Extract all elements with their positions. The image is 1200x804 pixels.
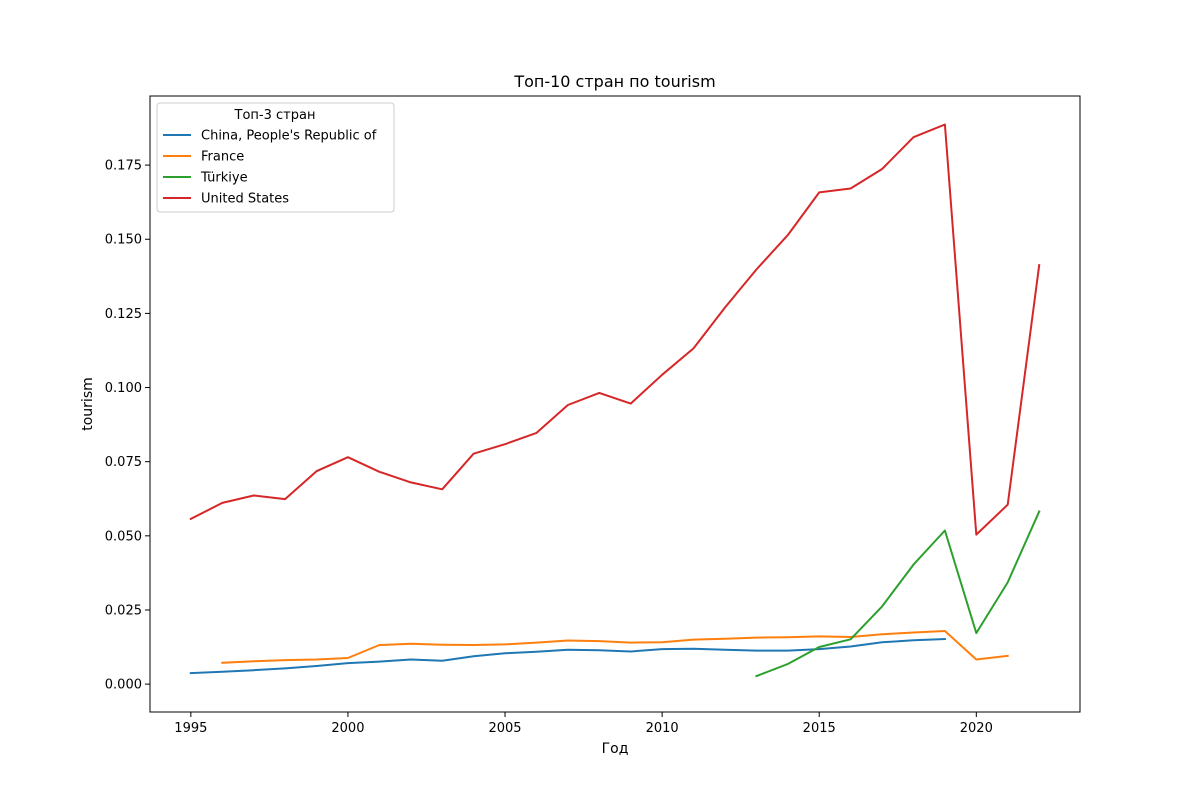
legend-title: Топ-3 стран	[234, 108, 316, 123]
chart-title: Топ-10 стран по tourism	[513, 72, 715, 91]
x-tick-label: 2000	[331, 721, 364, 736]
series-line-us	[189, 123, 1041, 536]
y-axis-ticks: 0.000 0.025 0.050 0.075 0.100 0.125 0.150 0.175	[105, 159, 150, 693]
x-tick-label: 1995	[174, 721, 207, 736]
y-tick-label: 0.025	[105, 603, 142, 618]
y-tick-label: 0.050	[105, 529, 142, 544]
series-lines	[189, 123, 1041, 678]
y-axis-label: tourism	[80, 377, 96, 431]
legend-label-turkiye: Türkiye	[200, 171, 248, 186]
y-tick-label: 0.100	[105, 381, 142, 396]
series-line-france	[221, 630, 1009, 664]
legend-label-france: France	[201, 150, 244, 165]
x-axis-ticks: 1995 2000 2005 2010 2015 2020	[174, 712, 993, 736]
legend-label-china: China, People's Republic of	[201, 129, 377, 144]
legend: Топ-3 стран China, People's Republic of F…	[156, 102, 395, 213]
legend-entries: China, People's Republic of France Türkiye…	[163, 129, 377, 207]
plot-area-frame	[149, 95, 1081, 713]
x-axis-label: Год	[602, 741, 629, 757]
series-line-china	[189, 637, 946, 675]
legend-label-us: United States	[201, 192, 289, 207]
x-tick-label: 2010	[646, 721, 679, 736]
y-tick-label: 0.150	[105, 233, 142, 248]
x-tick-label: 2015	[803, 721, 836, 736]
y-tick-label: 0.175	[105, 159, 142, 174]
x-tick-label: 2020	[960, 721, 993, 736]
legend-box	[156, 102, 395, 213]
y-tick-label: 0.000	[105, 678, 142, 693]
x-tick-label: 2005	[488, 721, 521, 736]
series-line-turkiye	[755, 510, 1041, 678]
y-tick-label: 0.075	[105, 455, 142, 470]
y-tick-label: 0.125	[105, 307, 142, 322]
